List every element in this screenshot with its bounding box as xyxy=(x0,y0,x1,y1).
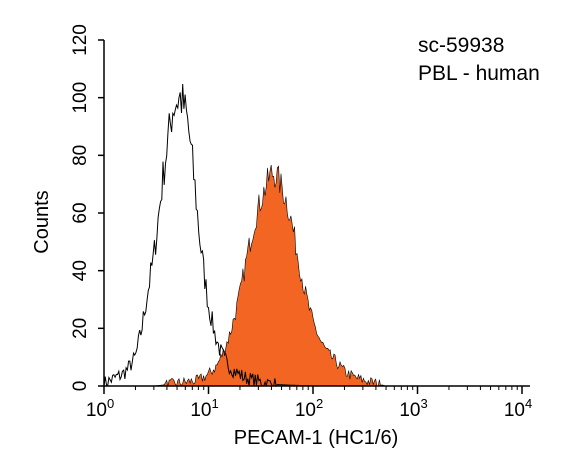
x-tick-label: 102 xyxy=(295,396,323,421)
x-tick-label: 101 xyxy=(190,396,218,421)
x-ticks: 100 101 102 103 104 xyxy=(86,386,532,421)
y-tick-label: 120 xyxy=(70,24,91,56)
y-tick-label: 100 xyxy=(70,82,91,114)
plot-area xyxy=(103,83,522,388)
y-tick-label: 60 xyxy=(70,202,91,223)
annotation-catalog-number: sc-59938 xyxy=(418,34,504,57)
y-axis-title: Counts xyxy=(31,190,53,253)
y-tick-label: 0 xyxy=(70,381,91,392)
series-filled-histogram xyxy=(104,164,522,387)
x-tick-label: 104 xyxy=(504,396,532,421)
y-tick-label: 80 xyxy=(70,145,91,166)
x-tick-label: 100 xyxy=(86,396,114,421)
annotation-sample: PBL - human xyxy=(418,62,540,85)
x-tick-label: 103 xyxy=(399,396,427,421)
y-tick-label: 20 xyxy=(70,318,91,339)
y-tick-label: 40 xyxy=(70,260,91,281)
y-ticks: 0 20 40 60 80 100 120 xyxy=(70,24,104,391)
x-axis-title: PECAM-1 (HC1/6) xyxy=(234,427,398,449)
